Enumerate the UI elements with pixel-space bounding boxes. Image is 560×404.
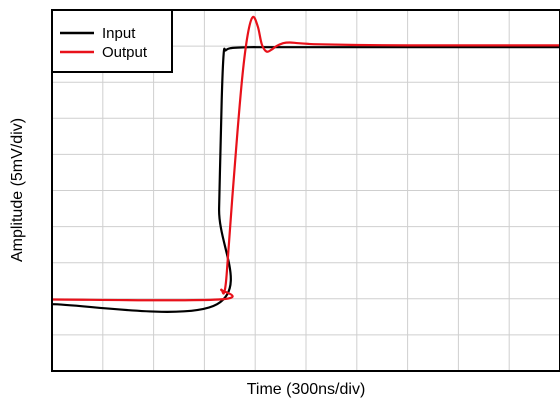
legend-label-output: Output bbox=[102, 44, 148, 61]
plot-frame bbox=[51, 9, 560, 372]
x-axis-label: Time (300ns/div) bbox=[247, 381, 366, 398]
legend: Input Output bbox=[51, 9, 173, 73]
legend-label-input: Input bbox=[102, 25, 136, 42]
grid bbox=[52, 10, 560, 371]
series-line-output bbox=[51, 15, 560, 302]
series-layer bbox=[51, 15, 560, 313]
legend-box bbox=[51, 9, 173, 73]
series-line-input bbox=[51, 46, 560, 313]
y-axis-label: Amplitude (5mV/div) bbox=[9, 118, 26, 262]
